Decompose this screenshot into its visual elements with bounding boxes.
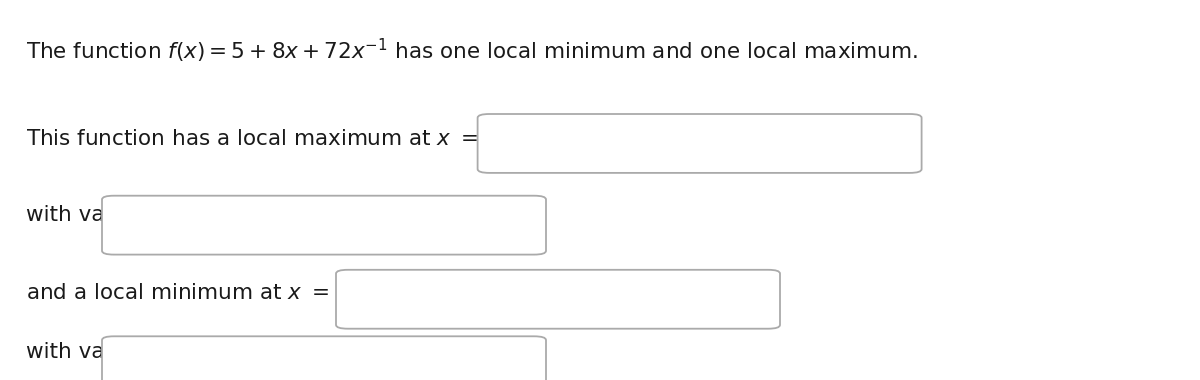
FancyBboxPatch shape <box>336 270 780 329</box>
FancyBboxPatch shape <box>478 114 922 173</box>
FancyBboxPatch shape <box>102 336 546 380</box>
FancyBboxPatch shape <box>102 196 546 255</box>
Text: with value: with value <box>26 205 138 225</box>
Text: This function has a local maximum at $x\ =$: This function has a local maximum at $x\… <box>26 129 479 149</box>
Text: The function $f(x) = 5 + 8x + 72x^{-1}$ has one local minimum and one local maxi: The function $f(x) = 5 + 8x + 72x^{-1}$ … <box>26 37 918 65</box>
Text: with value: with value <box>26 342 138 361</box>
Text: and a local minimum at $x\ =$: and a local minimum at $x\ =$ <box>26 283 330 302</box>
